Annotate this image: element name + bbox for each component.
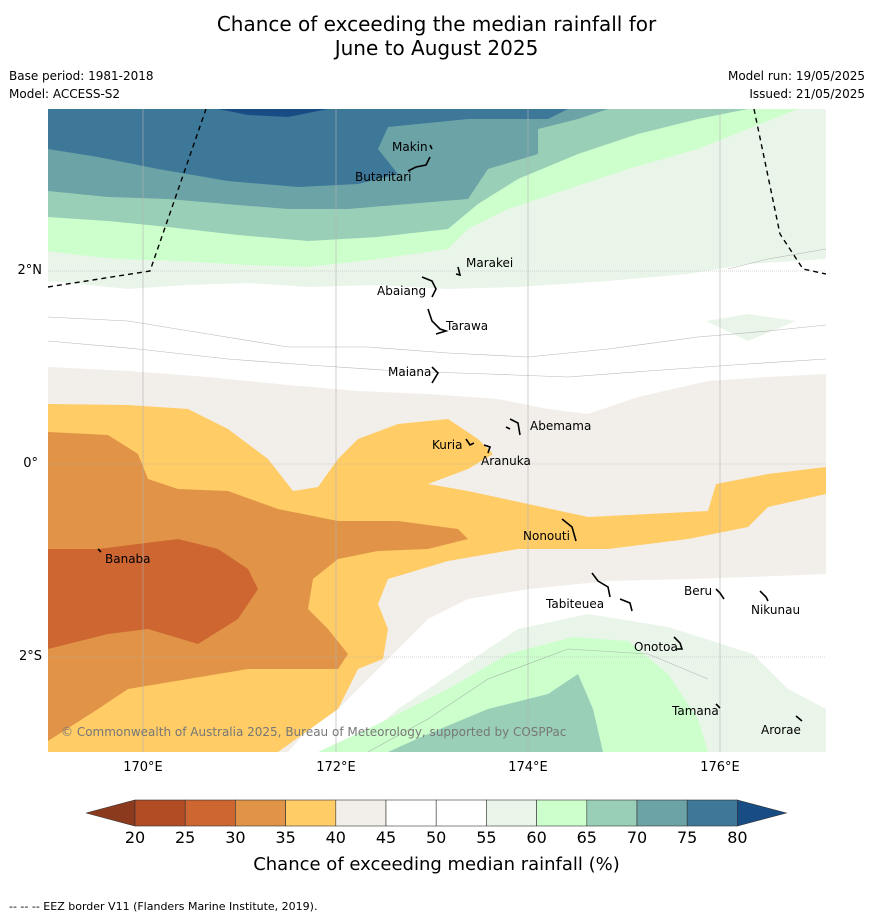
place-label-nonouti: Nonouti	[523, 529, 570, 543]
band-30-35	[48, 432, 468, 741]
colorbar-tick-label: 30	[225, 828, 246, 847]
model-run: Model run: 19/05/2025	[727, 69, 865, 83]
colorbar-tick-label: 35	[275, 828, 296, 847]
place-label-arorae: Arorae	[761, 723, 801, 737]
lon-label-174e: 174°E	[508, 760, 548, 775]
issued-date: Issued: 21/05/2025	[749, 87, 865, 101]
eez-border	[47, 108, 827, 288]
lat-label-2s: 2°S	[18, 649, 42, 664]
gridlines	[48, 109, 826, 752]
colorbar-tick-label: 75	[677, 828, 698, 847]
colorbar-cell	[235, 799, 286, 827]
colorbar-tick-label: 45	[375, 828, 397, 847]
place-label-marakei: Marakei	[466, 256, 513, 270]
colorbar-tick-label: 50	[426, 828, 447, 847]
place-label-kuria: Kuria	[432, 438, 463, 452]
place-label-tabiteuea: Tabiteuea	[545, 597, 604, 611]
copyright-notice: © Commonwealth of Australia 2025, Bureau…	[61, 725, 566, 739]
colorbar-tick-label: 25	[175, 828, 196, 847]
band-80-plus-north	[218, 109, 328, 117]
place-label-butaritari: Butaritari	[355, 170, 412, 184]
colorbar-cell	[385, 799, 437, 827]
colorbar-extend-low	[86, 799, 136, 827]
band-60-65-south	[318, 637, 708, 752]
place-label-abemama: Abemama	[530, 419, 591, 433]
place-labels: Makin Butaritari Marakei Abaiang Tarawa …	[105, 140, 801, 737]
band-75-80-north	[48, 109, 568, 187]
band-55-60-patch	[706, 314, 796, 341]
place-label-onotoa: Onotoa	[634, 640, 678, 654]
map-canvas: Makin Butaritari Marakei Abaiang Tarawa …	[47, 108, 827, 753]
band-25-30	[48, 539, 258, 649]
lon-label-170e: 170°E	[123, 760, 163, 775]
band-65-70-south	[388, 674, 603, 752]
band-55-60-southeast	[788, 721, 826, 752]
place-label-nikunau: Nikunau	[751, 603, 800, 617]
meta-left: Base period: 1981-2018 Model: ACCESS-S2	[9, 67, 154, 103]
colorbar-cell	[586, 799, 638, 827]
place-label-maiana: Maiana	[388, 365, 431, 379]
base-period: Base period: 1981-2018	[9, 69, 154, 83]
place-label-tarawa: Tarawa	[445, 319, 488, 333]
lon-label-176e: 176°E	[700, 760, 740, 775]
colorbar-cell	[435, 799, 487, 827]
colorbar-tick-label: 70	[626, 828, 648, 847]
colorbar-cell	[636, 799, 688, 827]
place-label-makin: Makin	[392, 140, 428, 154]
map-title: Chance of exceeding the median rainfall …	[0, 12, 873, 60]
island-shapes	[97, 144, 803, 722]
place-label-banaba: Banaba	[105, 552, 151, 566]
title-line-2: June to August 2025	[334, 36, 539, 60]
eez-footer-note: -- -- -- EEZ border V11 (Flanders Marine…	[9, 900, 318, 913]
colorbar-cell	[134, 799, 186, 827]
colorbar-tick-label: 80	[727, 828, 748, 847]
colorbar-cell	[536, 799, 588, 827]
lat-label-0: 0°	[23, 456, 38, 471]
colorbar-cell	[285, 799, 337, 827]
colorbar-tick-label: 55	[476, 828, 497, 847]
colorbar-cell	[335, 799, 387, 827]
colorbar-cell	[486, 799, 537, 827]
colorbar-extend-high	[737, 799, 788, 827]
colorbar-tick-label: 65	[576, 828, 597, 847]
place-label-abaiang: Abaiang	[377, 284, 426, 298]
place-label-beru: Beru	[684, 584, 712, 598]
meta-right: Model run: 19/05/2025 Issued: 21/05/2025	[728, 67, 865, 103]
colorbar-label: Chance of exceeding median rainfall (%)	[253, 854, 620, 875]
title-line-1: Chance of exceeding the median rainfall …	[216, 12, 657, 36]
map-panel: Makin Butaritari Marakei Abaiang Tarawa …	[47, 108, 827, 753]
colorbar-cell	[184, 799, 236, 827]
colorbar-tick-label: 20	[124, 828, 146, 847]
colorbar	[86, 799, 788, 827]
lat-label-2n: 2°N	[17, 263, 43, 278]
colorbar-cell	[686, 799, 738, 827]
colorbar-tick-label: 40	[325, 828, 346, 847]
lon-label-172e: 172°E	[316, 760, 356, 775]
model-name: Model: ACCESS-S2	[9, 87, 121, 101]
place-label-tamana: Tamana	[671, 704, 719, 718]
colorbar-tick-label: 60	[526, 828, 547, 847]
place-label-aranuka: Aranuka	[481, 454, 531, 468]
